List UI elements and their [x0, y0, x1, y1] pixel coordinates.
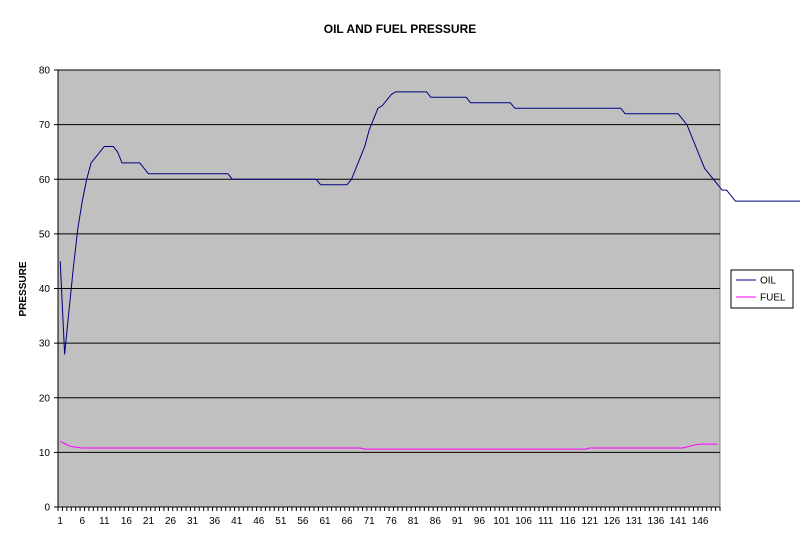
- x-tick-label: 36: [209, 516, 221, 527]
- series-line-fuel: [59, 441, 718, 450]
- y-tick-label: 80: [39, 66, 51, 77]
- x-tick-label: 91: [452, 516, 464, 527]
- x-tick-label: 111: [538, 516, 554, 527]
- series-line-oil: [59, 91, 800, 355]
- y-tick-label: 0: [44, 503, 50, 514]
- x-tick-label: 6: [79, 516, 85, 527]
- x-tick-label: 81: [408, 516, 420, 527]
- x-tick-label: 126: [604, 516, 621, 527]
- plot-area: [57, 69, 800, 508]
- y-tick-label: 30: [39, 339, 51, 350]
- y-axis-title: PRESSURE: [18, 261, 29, 316]
- x-tick-label: 56: [297, 516, 309, 527]
- x-tick-label: 146: [692, 516, 709, 527]
- x-tick-label: 21: [143, 516, 155, 527]
- x-tick-label: 106: [515, 516, 532, 527]
- chart-title: OIL AND FUEL PRESSURE: [324, 22, 476, 36]
- legend: OIL FUEL: [730, 269, 794, 309]
- x-tick-label: 121: [581, 516, 598, 527]
- x-tick-label: 41: [231, 516, 243, 527]
- legend-label-fuel: FUEL: [760, 293, 786, 304]
- x-tick-label: 96: [474, 516, 486, 527]
- x-tick-label: 26: [165, 516, 177, 527]
- x-tick-label: 71: [364, 516, 376, 527]
- x-tick-label: 16: [121, 516, 133, 527]
- x-tick-label: 66: [342, 516, 354, 527]
- y-tick-label: 10: [39, 448, 51, 459]
- x-tick-label: 51: [275, 516, 287, 527]
- x-tick-label: 141: [670, 516, 687, 527]
- x-tick-label: 136: [648, 516, 665, 527]
- x-tick-label: 1: [57, 516, 63, 527]
- x-tick-label: 116: [560, 516, 576, 527]
- x-tick-label: 11: [99, 516, 110, 527]
- x-tick-label: 86: [430, 516, 442, 527]
- x-tick-label: 131: [626, 516, 643, 527]
- y-tick-label: 60: [39, 175, 51, 186]
- y-tick-label: 40: [39, 284, 51, 295]
- legend-box: [730, 269, 794, 309]
- x-tick-label: 61: [319, 516, 331, 527]
- y-tick-label: 20: [39, 393, 51, 404]
- x-tick-label: 76: [386, 516, 398, 527]
- y-tick-label: 70: [39, 120, 51, 131]
- legend-label-oil: OIL: [760, 276, 777, 287]
- x-tick-label: 31: [187, 516, 199, 527]
- x-tick-label: 46: [253, 516, 265, 527]
- x-tick-label: 101: [493, 516, 510, 527]
- y-tick-label: 50: [39, 229, 51, 240]
